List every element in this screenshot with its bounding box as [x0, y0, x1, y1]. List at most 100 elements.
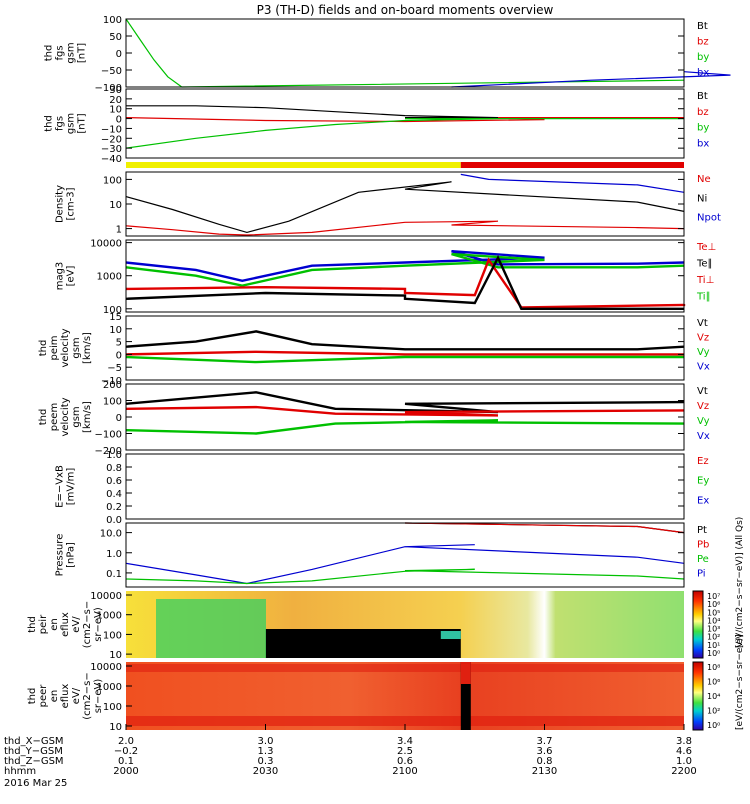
y-axis-label: sr−eV)	[93, 607, 104, 642]
series-line	[451, 71, 731, 88]
y-tick-label: 100	[103, 702, 122, 713]
panel-frame	[126, 172, 684, 236]
panel-border	[125, 171, 685, 237]
legend-entry: bx	[697, 68, 709, 79]
y-tick-label: 0	[116, 413, 122, 424]
y-axis-label: en	[49, 618, 60, 631]
y-tick-label: −10	[101, 376, 122, 387]
colorbar-label: [eV/(cm2−s−sr−eV)] (All Qs)	[735, 517, 745, 648]
series-line	[125, 116, 684, 123]
y-tick-label: 50	[109, 32, 122, 43]
legend-entry: Bt	[697, 21, 708, 32]
x-tick-label: 3.4	[397, 736, 413, 747]
y-tick-label: 1000	[97, 272, 122, 283]
series-line	[125, 257, 686, 309]
legend-entry: Ni	[697, 193, 707, 204]
panel-frame	[126, 19, 684, 87]
y-axis-label: eflux	[60, 684, 71, 709]
legend-entry: Pe	[697, 554, 709, 565]
legend-entry: Ez	[697, 456, 709, 467]
x-row-label: thd_Y−GSM	[4, 746, 63, 757]
x-tick-label: 2.0	[118, 736, 134, 747]
panel-frame	[126, 384, 684, 450]
legend-entry: Ti∥	[696, 292, 711, 303]
x-tick-label: 1.0	[676, 756, 692, 767]
y-tick-label: −20	[101, 134, 122, 145]
y-axis-label: eflux	[60, 612, 71, 637]
panel-density: 100 10 1 Ne Ni Npot Density [cm-3]	[55, 171, 721, 237]
y-tick-label: 1000	[97, 611, 122, 622]
y-tick-label: 30	[109, 85, 122, 96]
x-tick-label: 0.3	[258, 756, 274, 767]
y-tick-label: −40	[101, 154, 122, 165]
y-axis-label: velocity	[60, 397, 71, 436]
panel-frame	[126, 316, 684, 380]
colorbar-tick-label: 10⁴	[707, 616, 720, 625]
panel-frame	[126, 89, 684, 158]
colorbar-tick-label: 10¹	[707, 641, 720, 650]
legend-entry: Vz	[697, 333, 709, 344]
x-tick-label: 3.7	[537, 736, 553, 747]
y-axis-label: [mV/m]	[66, 468, 77, 506]
heatmap-gap-top	[460, 662, 471, 684]
y-tick-label: 10	[109, 105, 122, 116]
y-axis-label: gsm	[66, 42, 77, 63]
y-tick-label: 0.0	[106, 515, 122, 526]
legend-entry: Vy	[697, 347, 710, 358]
legend-entry: bz	[697, 107, 709, 118]
y-axis-label: fgs	[55, 116, 66, 131]
y-tick-label: 0	[116, 350, 122, 361]
colorbar-tick-label: 10⁰	[707, 649, 720, 658]
x-tick-label: −0.2	[114, 746, 138, 757]
legend-entry: bz	[697, 37, 709, 48]
y-tick-label: 0	[116, 49, 122, 60]
y-tick-label: 10	[109, 722, 122, 733]
series-line	[125, 350, 684, 356]
panel-border	[125, 453, 685, 520]
y-tick-label: 10000	[90, 239, 122, 250]
y-axis-label: (cm2−s−	[82, 601, 93, 648]
y-axis-label: peir	[38, 614, 49, 634]
legend-entry: Ey	[697, 476, 709, 487]
y-axis-label: fgs	[55, 45, 66, 60]
y-axis-label: [nPa]	[66, 542, 77, 568]
x-tick-label: 2100	[392, 766, 417, 777]
y-tick-label: 10000	[90, 591, 122, 602]
y-axis-label: mag3	[55, 262, 66, 291]
y-tick-label: 0.4	[106, 489, 122, 500]
y-axis-label: E=−VxB	[55, 465, 66, 508]
y-tick-label: −5	[107, 363, 122, 374]
legend-entry: by	[697, 123, 709, 134]
y-tick-label: 100	[103, 305, 122, 316]
y-tick-label: 0.8	[106, 463, 122, 474]
series-line	[125, 391, 685, 414]
legend-entry: bx	[697, 138, 709, 149]
x-row-label: thd_Z−GSM	[4, 756, 64, 767]
legend-entry: Te⊥	[696, 242, 716, 253]
y-axis-label: gsm	[66, 113, 77, 134]
panel-peer_en_eflux: 10000 1000 100 10 10⁸ 10⁶ 10⁴ 10² 10⁰ [eV/(cm2−s−…	[27, 634, 745, 733]
panel-border	[125, 239, 685, 313]
legend-entry: Pt	[697, 525, 707, 536]
x-tick-label: 2000	[113, 766, 138, 777]
legend-entry: Npot	[697, 213, 721, 224]
legend-entry: Ne	[697, 174, 711, 185]
colorbar-tick-label: 10⁶	[707, 678, 720, 687]
panel-peim_velocity: 15 10 50 −5 −10 Vt Vz Vy Vx thd peim velocity gsm [km…	[38, 312, 710, 387]
colorbar	[692, 590, 704, 659]
y-axis-label: thd	[27, 616, 38, 633]
series-line	[125, 181, 685, 234]
panel-pressure: 10.0 1.0 0.1 Pt Pb Pe Pi Pressure [nPa]	[55, 522, 709, 588]
colorbar-tick-label: 10²	[707, 707, 720, 716]
y-axis-label: (cm2−s−	[82, 672, 93, 719]
colorbar-tick-label: 10²	[707, 633, 720, 642]
series-line	[125, 252, 685, 287]
y-axis-label: [eV]	[66, 266, 77, 287]
legend-entry: Pi	[697, 569, 706, 580]
y-tick-label: 10.0	[100, 529, 122, 540]
y-tick-label: 10	[109, 200, 122, 211]
x-tick-label: 4.6	[676, 746, 692, 757]
